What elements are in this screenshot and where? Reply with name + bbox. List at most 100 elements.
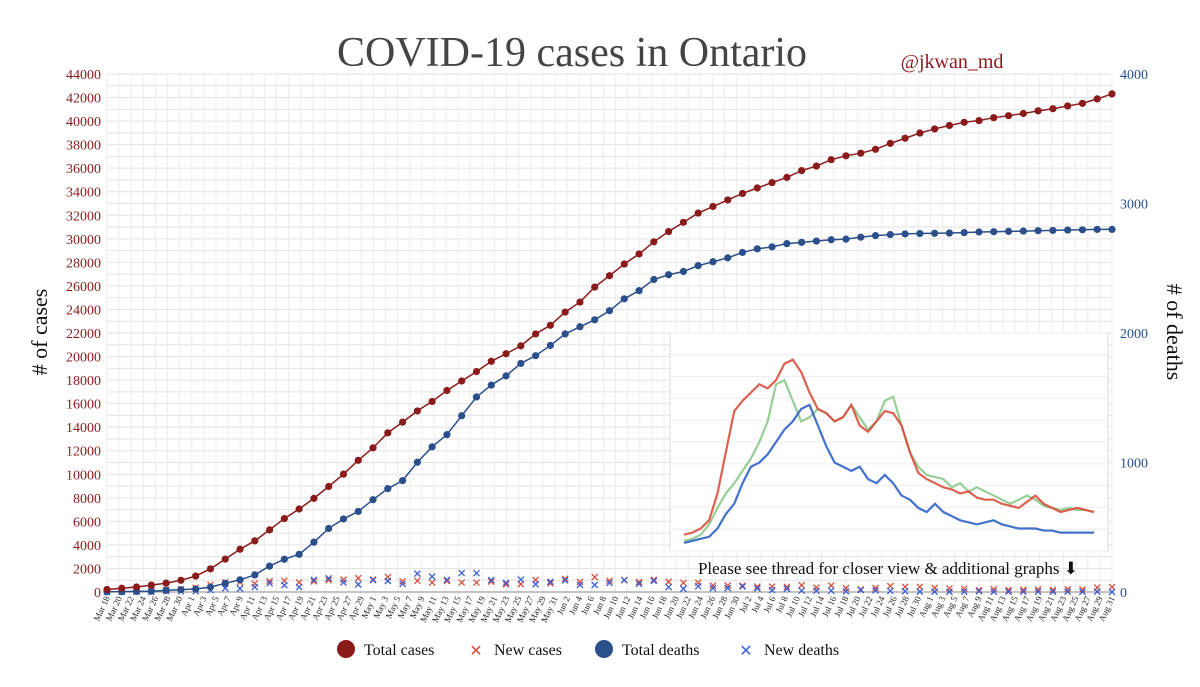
inset-line-blue [683, 403, 1094, 545]
series-marks [103, 90, 1116, 596]
total-cases-point [576, 298, 584, 306]
total-deaths-point [635, 287, 643, 295]
new-cases-point [606, 577, 613, 585]
total-cases-point [871, 145, 880, 153]
legend-marker-new-cases: ✕ [469, 643, 482, 660]
total-deaths-point [236, 576, 244, 584]
new-deaths-point [310, 576, 318, 584]
total-deaths-point [517, 359, 525, 368]
total-deaths-point [458, 412, 466, 420]
total-deaths-point [886, 230, 894, 239]
new-cases-point [635, 578, 643, 586]
new-deaths-point [295, 583, 303, 591]
total-deaths-point [502, 372, 510, 380]
total-cases-point [458, 377, 466, 385]
new-cases-point [1108, 583, 1116, 591]
total-deaths-point [369, 496, 377, 504]
new-cases-point [487, 578, 495, 586]
total-cases-point [132, 583, 141, 591]
legend-item-total-deaths: Total deaths [595, 640, 700, 659]
left-tick-label: 12000 [66, 445, 101, 460]
total-deaths-point [842, 235, 850, 243]
total-deaths-point [265, 562, 274, 570]
total-cases-point [221, 555, 229, 563]
new-deaths-point [886, 587, 894, 595]
left-tick-label: 16000 [66, 398, 101, 413]
new-deaths-point [325, 574, 333, 582]
new-deaths-point [916, 588, 924, 596]
new-cases-point [1005, 586, 1013, 594]
new-deaths-point [1093, 588, 1101, 596]
new-deaths-point [945, 588, 953, 596]
new-deaths-point [960, 588, 968, 596]
total-deaths-point [221, 579, 229, 587]
total-cases-point [236, 545, 244, 553]
left-tick-label: 14000 [66, 421, 101, 436]
total-deaths-point [990, 228, 998, 236]
left-tick-label: 18000 [66, 374, 101, 389]
inset-thumbnail [669, 332, 1109, 552]
total-cases-point [1049, 105, 1057, 113]
total-cases-point [812, 162, 821, 170]
total-deaths-point [1004, 227, 1013, 235]
total-cases-point [162, 579, 170, 587]
new-deaths-point [768, 586, 776, 594]
new-deaths-point [458, 569, 466, 577]
total-deaths-point [295, 550, 303, 558]
total-deaths-point [280, 555, 288, 563]
total-deaths-point [206, 583, 215, 591]
new-cases-point [1034, 585, 1042, 593]
left-tick-label: 38000 [66, 139, 101, 154]
new-deaths-point [606, 579, 613, 587]
total-deaths-point [251, 571, 259, 579]
new-cases-point [399, 577, 407, 585]
total-cases-point [428, 397, 436, 406]
new-cases-point [354, 574, 362, 582]
right-tick-label: 2000 [1120, 327, 1148, 342]
new-cases-point [340, 576, 347, 584]
total-cases-point [1078, 99, 1087, 107]
total-deaths-point [753, 245, 761, 253]
total-deaths-point [783, 240, 791, 248]
new-cases-point [872, 584, 879, 592]
right-axis-label: # of deaths [1162, 284, 1187, 381]
new-deaths-point [1064, 588, 1072, 596]
new-deaths-point [1078, 588, 1086, 596]
legend-label-new-deaths: New deaths [764, 642, 839, 659]
total-deaths-point [916, 229, 924, 238]
new-cases-point [650, 576, 658, 584]
total-deaths-point [694, 262, 702, 270]
total-deaths-point [812, 237, 821, 245]
new-deaths-point [694, 582, 702, 590]
left-tick-label: 0 [94, 586, 101, 601]
new-deaths-point [561, 577, 569, 584]
total-cases-point [724, 196, 732, 204]
legend-label-total-cases: Total cases [364, 642, 434, 659]
total-cases-point [118, 584, 126, 592]
total-deaths-point [945, 229, 954, 237]
right-tick-label: 0 [1120, 586, 1127, 601]
left-tick-label: 44000 [66, 68, 101, 83]
new-deaths-point [546, 578, 554, 586]
legend-marker-total-cases [337, 640, 355, 658]
legend-item-total-cases: Total cases [337, 640, 434, 659]
left-tick-label: 24000 [66, 303, 101, 318]
total-cases-point [605, 272, 614, 280]
new-cases-point [665, 578, 673, 586]
new-cases-point [753, 583, 761, 591]
left-tick-label: 28000 [66, 256, 101, 271]
new-deaths-point [812, 587, 820, 595]
total-cases-point [665, 227, 673, 236]
new-deaths-point [502, 579, 510, 587]
left-tick-label: 10000 [66, 468, 101, 483]
total-cases-point [1064, 102, 1072, 110]
total-cases-point [798, 167, 806, 175]
new-deaths-point [990, 588, 998, 596]
right-tick-label: 1000 [1120, 457, 1148, 472]
total-deaths-point [975, 228, 983, 236]
total-cases-point [251, 537, 259, 545]
new-deaths-point [251, 583, 259, 591]
new-cases-point [266, 577, 274, 585]
new-cases-point [325, 576, 333, 584]
